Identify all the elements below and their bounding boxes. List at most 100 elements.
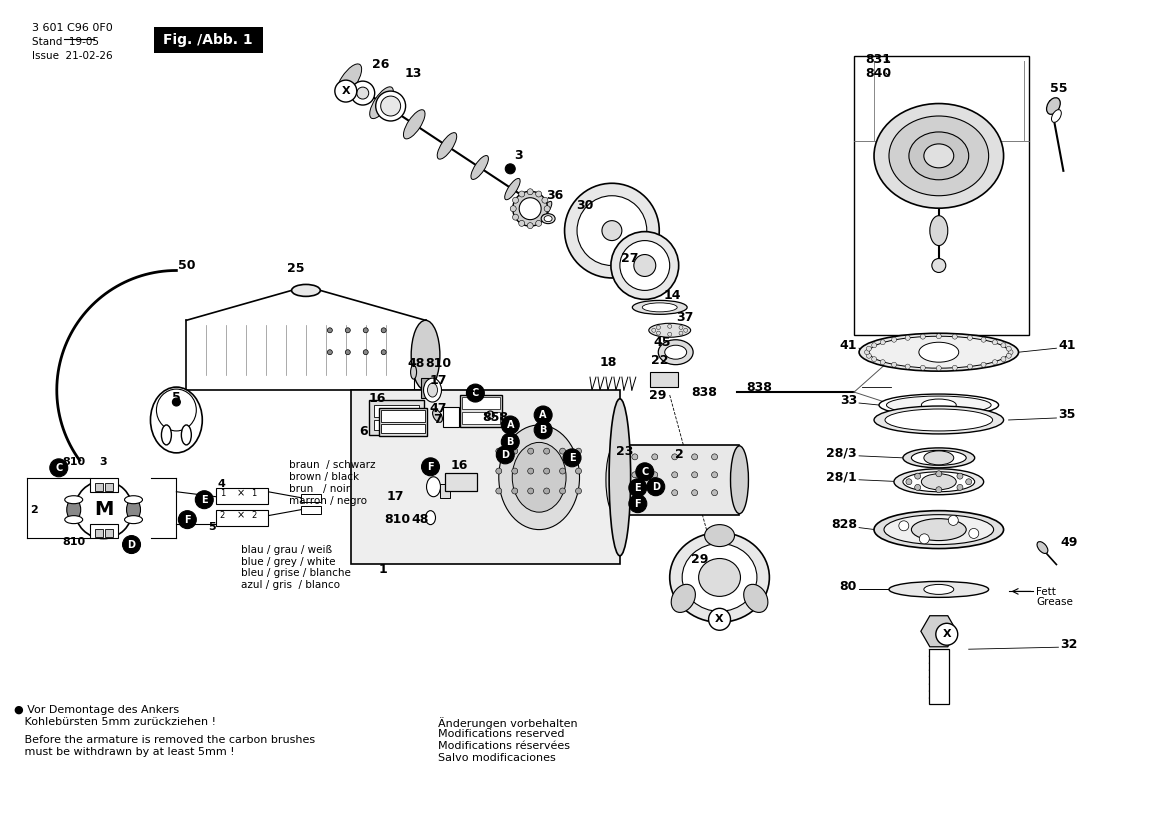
- Text: Fig. /Abb. 1: Fig. /Abb. 1: [164, 33, 253, 47]
- Bar: [216, 510, 268, 525]
- Bar: [445, 472, 477, 491]
- Ellipse shape: [921, 399, 956, 411]
- Circle shape: [629, 479, 646, 496]
- FancyBboxPatch shape: [154, 27, 263, 53]
- Circle shape: [512, 197, 519, 203]
- Text: Stand  19-05: Stand 19-05: [32, 37, 99, 47]
- Circle shape: [652, 490, 658, 496]
- Text: E: E: [569, 453, 575, 463]
- Circle shape: [502, 416, 519, 434]
- Circle shape: [866, 346, 871, 351]
- Text: E: E: [635, 482, 641, 493]
- Text: 13: 13: [404, 67, 422, 79]
- Text: braun  / schwarz: braun / schwarz: [289, 460, 375, 470]
- Text: 1: 1: [251, 489, 257, 498]
- Text: 29: 29: [649, 388, 666, 401]
- Circle shape: [672, 490, 678, 496]
- Circle shape: [905, 364, 911, 369]
- Text: 2: 2: [251, 511, 257, 520]
- Circle shape: [544, 206, 551, 211]
- Bar: [381, 410, 424, 422]
- Ellipse shape: [888, 582, 989, 597]
- Circle shape: [866, 354, 871, 358]
- Circle shape: [512, 449, 518, 454]
- Ellipse shape: [541, 214, 555, 224]
- Ellipse shape: [874, 510, 1003, 548]
- Bar: [855, 56, 1029, 335]
- Circle shape: [629, 495, 646, 513]
- Ellipse shape: [884, 515, 994, 544]
- Ellipse shape: [426, 510, 436, 525]
- Text: F: F: [427, 462, 434, 472]
- Text: B: B: [506, 437, 514, 447]
- Circle shape: [892, 362, 897, 368]
- Ellipse shape: [611, 231, 679, 299]
- Circle shape: [519, 221, 525, 226]
- Circle shape: [345, 349, 351, 354]
- Circle shape: [920, 365, 926, 370]
- Text: A: A: [539, 410, 547, 420]
- Ellipse shape: [885, 409, 992, 431]
- Ellipse shape: [423, 378, 442, 402]
- Circle shape: [905, 335, 911, 340]
- Text: 27: 27: [621, 252, 638, 265]
- Text: Modifications reserved: Modifications reserved: [438, 729, 565, 739]
- Text: 3: 3: [514, 150, 523, 163]
- Ellipse shape: [75, 481, 132, 539]
- Circle shape: [936, 366, 941, 371]
- Circle shape: [381, 328, 386, 333]
- Circle shape: [381, 349, 386, 354]
- Bar: [104, 529, 112, 537]
- Text: 36: 36: [546, 189, 563, 202]
- Bar: [104, 482, 112, 491]
- Circle shape: [631, 472, 638, 477]
- Circle shape: [575, 488, 581, 494]
- Ellipse shape: [357, 87, 368, 99]
- Circle shape: [575, 468, 581, 474]
- Circle shape: [692, 472, 698, 477]
- Text: 5: 5: [208, 521, 216, 532]
- Bar: [95, 529, 103, 537]
- Ellipse shape: [427, 477, 441, 496]
- Circle shape: [712, 490, 718, 496]
- Text: B: B: [539, 425, 547, 435]
- Ellipse shape: [1051, 110, 1061, 122]
- Ellipse shape: [731, 446, 748, 514]
- Text: must be withdrawn by at least 5mm !: must be withdrawn by at least 5mm !: [14, 747, 235, 757]
- Circle shape: [50, 459, 68, 477]
- Circle shape: [966, 479, 971, 485]
- Text: 29: 29: [691, 553, 708, 566]
- Text: 17: 17: [387, 490, 404, 503]
- Text: ×: ×: [237, 510, 245, 520]
- Ellipse shape: [888, 116, 989, 196]
- Text: 810: 810: [62, 457, 85, 467]
- Bar: [650, 373, 678, 387]
- Text: Kohlebürsten 5mm zurückziehen !: Kohlebürsten 5mm zurückziehen !: [14, 717, 216, 727]
- Bar: [463, 397, 500, 409]
- Text: 2: 2: [30, 505, 37, 515]
- Ellipse shape: [620, 240, 670, 291]
- Text: 810: 810: [385, 513, 410, 526]
- Circle shape: [364, 349, 368, 354]
- Circle shape: [667, 325, 672, 328]
- Ellipse shape: [921, 474, 956, 490]
- Circle shape: [1007, 346, 1011, 351]
- Circle shape: [914, 484, 921, 491]
- Circle shape: [535, 221, 541, 226]
- Circle shape: [327, 349, 332, 354]
- Circle shape: [512, 488, 518, 494]
- Ellipse shape: [157, 389, 196, 431]
- Bar: [463, 412, 500, 424]
- Circle shape: [527, 468, 534, 474]
- Text: 16: 16: [369, 392, 387, 405]
- Text: 50: 50: [178, 259, 195, 272]
- Bar: [929, 649, 949, 704]
- Circle shape: [560, 468, 566, 474]
- Text: 16: 16: [451, 459, 468, 472]
- Text: 37: 37: [676, 311, 693, 324]
- Circle shape: [920, 335, 926, 339]
- Ellipse shape: [879, 394, 998, 416]
- Ellipse shape: [512, 443, 566, 512]
- Circle shape: [880, 339, 885, 344]
- Text: E: E: [201, 495, 208, 505]
